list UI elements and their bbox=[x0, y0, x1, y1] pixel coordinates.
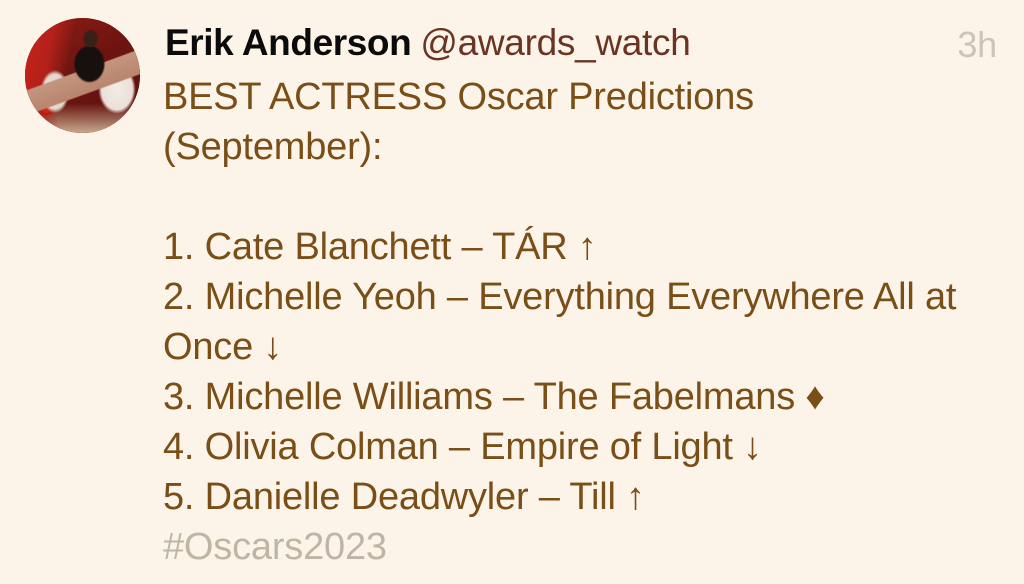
author-handle[interactable]: @awards_watch bbox=[420, 22, 691, 63]
prediction-item-1: 1. Cate Blanchett – TÁR ↑ bbox=[163, 226, 597, 268]
prediction-item-3: 3. Michelle Williams – The Fabelmans ♦ bbox=[163, 376, 825, 418]
avatar[interactable] bbox=[25, 18, 140, 133]
tweet-title-line-1: BEST ACTRESS Oscar Predictions bbox=[163, 76, 754, 118]
prediction-item-4: 4. Olivia Colman – Empire of Light ↓ bbox=[163, 426, 762, 468]
timestamp[interactable]: 3h bbox=[957, 24, 997, 65]
prediction-item-5: 5. Danielle Deadwyler – Till ↑ bbox=[163, 476, 645, 518]
tweet-blank-line bbox=[163, 172, 1008, 222]
avatar-photo-icon bbox=[25, 18, 140, 133]
author-display-name[interactable]: Erik Anderson bbox=[165, 22, 412, 63]
prediction-item-2: 2. Michelle Yeoh – Everything Everywhere… bbox=[163, 276, 957, 368]
tweet-header: Erik Anderson @awards_watch 3h bbox=[165, 22, 1004, 70]
tweet-title-line-2: (September): bbox=[163, 126, 383, 168]
hashtag-link[interactable]: #Oscars2023 bbox=[163, 526, 387, 568]
tweet-body: BEST ACTRESS Oscar Predictions (Septembe… bbox=[163, 72, 1008, 572]
